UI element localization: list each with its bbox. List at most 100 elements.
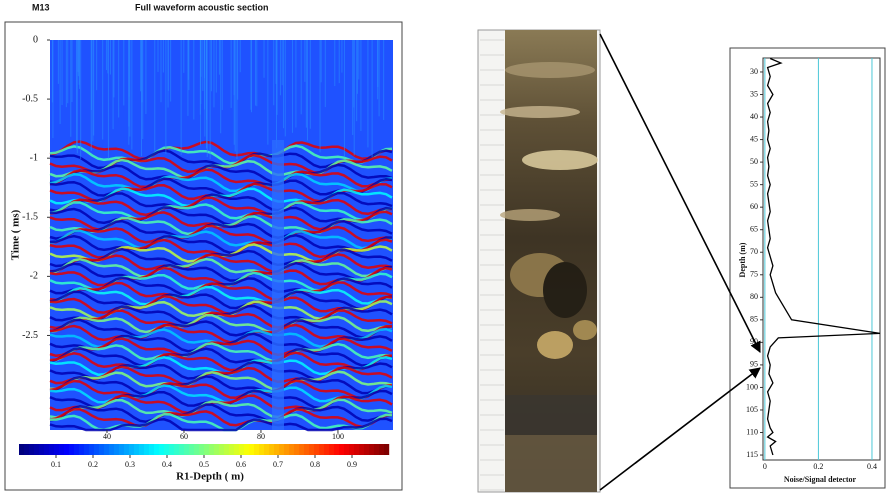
colorbar-tick-label: 0.4 (162, 460, 172, 469)
colorbar-cell (384, 444, 390, 455)
y-tick-label: 85 (750, 315, 758, 324)
waveform-band (49, 196, 393, 217)
waveform-band (49, 375, 393, 395)
colorbar-cell (314, 444, 320, 455)
waveform-band (49, 347, 393, 367)
colorbar-cell (99, 444, 105, 455)
y-tick-label: 40 (750, 112, 758, 121)
colorbar-cell (339, 444, 345, 455)
y-tick-label: 30 (750, 67, 758, 76)
waveform-band (49, 247, 393, 268)
colorbar-cell (369, 444, 375, 455)
gap-band (272, 140, 284, 430)
x-tick-label: 0.4 (867, 462, 877, 471)
colorbar-cell (119, 444, 125, 455)
waveform-band (49, 337, 393, 358)
waveform-band (49, 261, 393, 282)
y-tick-label: 65 (750, 225, 758, 234)
waveform-band (49, 398, 393, 419)
colorbar-tick-label: 0.9 (347, 460, 357, 469)
colorbar-tick-label: 0.7 (273, 460, 283, 469)
y-tick-label: 100 (746, 382, 758, 391)
waveform-band (49, 168, 393, 189)
waveform-band (49, 172, 393, 193)
waveform-band (49, 140, 393, 160)
colorbar-cell (79, 444, 85, 455)
x-tick-label: 80 (257, 432, 265, 441)
waveform-band (49, 379, 393, 400)
y-tick-label: -1.5 (22, 212, 38, 223)
data-line (766, 57, 881, 456)
colorbar-cell (254, 444, 260, 455)
colorbar-cell (39, 444, 45, 455)
y-tick-label: 115 (746, 450, 758, 459)
colorbar-cell (34, 444, 40, 455)
y-axis-label: Depth (m) (738, 242, 747, 277)
waveform-band (49, 219, 393, 240)
x-tick-label: 60 (180, 432, 188, 441)
y-tick-label: 45 (750, 134, 758, 143)
y-tick-label: 50 (750, 157, 758, 166)
colorbar-cell (64, 444, 70, 455)
colorbar-cell (19, 444, 25, 455)
waveform-band (49, 407, 393, 429)
colorbar-cell (139, 444, 145, 455)
waveform-band (49, 177, 393, 198)
waveform-band (49, 318, 393, 339)
colorbar-cell (304, 444, 310, 455)
colorbar-cell (109, 444, 115, 455)
colorbar-cell (184, 444, 190, 455)
x-tick-label: 40 (103, 432, 111, 441)
colorbar-cell (309, 444, 315, 455)
colorbar-tick-label: 0.2 (88, 460, 98, 469)
colorbar-cell (224, 444, 230, 455)
y-tick-label: 0 (33, 34, 38, 45)
colorbar-cell (84, 444, 90, 455)
colorbar-cell (24, 444, 30, 455)
waveform-band (49, 201, 393, 222)
colorbar-cell (354, 444, 360, 455)
waveform-band (49, 285, 392, 306)
waveform-band (49, 163, 393, 184)
waveform-band (50, 342, 393, 363)
waveform-band (49, 281, 393, 302)
x-tick-label: 0.2 (813, 462, 823, 471)
colorbar-cell (344, 444, 350, 455)
colorbar-cell (74, 444, 80, 455)
waveform-band (49, 295, 393, 316)
colorbar-cell (359, 444, 365, 455)
waveform-band (49, 224, 393, 245)
colorbar-cell (129, 444, 135, 455)
y-tick-label: 75 (750, 270, 758, 279)
colorbar-cell (374, 444, 380, 455)
x-tick-label: 100 (332, 432, 344, 441)
colorbar-cell (124, 444, 130, 455)
colorbar-cell (349, 444, 355, 455)
colorbar-cell (214, 444, 220, 455)
waveform-band (49, 351, 393, 372)
y-tick-label: 95 (750, 360, 758, 369)
waveform-band (49, 191, 393, 212)
x-axis-label: R1-Depth ( m) (176, 471, 244, 483)
colorbar-cell (329, 444, 335, 455)
colorbar-cell (174, 444, 180, 455)
colorbar-cell (144, 444, 150, 455)
colorbar-cell (29, 444, 35, 455)
colorbar-cell (194, 444, 200, 455)
colorbar-cell (69, 444, 75, 455)
colorbar-cell (379, 444, 385, 455)
colorbar-cell (164, 444, 170, 455)
colorbar-cell (199, 444, 205, 455)
colorbar-cell (94, 444, 100, 455)
colorbar-cell (49, 444, 55, 455)
waveform-band (49, 290, 393, 311)
colorbar-cell (104, 444, 110, 455)
arrow (599, 33, 761, 354)
y-tick-label: 55 (750, 179, 758, 188)
figure-title: Full waveform acoustic section (135, 2, 269, 12)
waveform-band (49, 370, 393, 391)
heatmap-image: 0 -0.5 -1 -1.5 -2 -2.5 40 60 80 100 0.1 0.2 0.3 0.4 0.… (19, 34, 393, 469)
colorbar-cell (234, 444, 240, 455)
colorbar-cell (44, 444, 50, 455)
colorbar-cell (269, 444, 275, 455)
